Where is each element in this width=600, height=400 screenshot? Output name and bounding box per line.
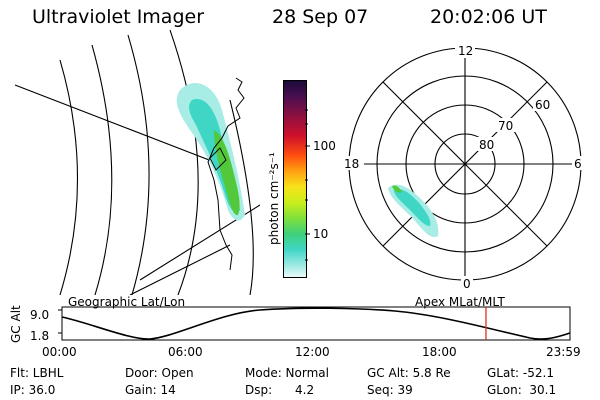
ip-readout: IP: 36.0: [10, 383, 56, 397]
instrument-title: Ultraviolet Imager: [32, 6, 205, 28]
polar-plot: 12 0 18 6 80 70 60: [342, 42, 586, 290]
time-label: 20:02:06 UT: [430, 6, 547, 28]
mlat-label-60: 60: [535, 98, 550, 112]
colorbar-unit: photon cm⁻²s⁻¹: [267, 152, 281, 245]
orbit-altitude-strip: 9.0 1.8 GC Alt 00:00 06:00 12:00 18:00 2…: [9, 305, 581, 359]
colorbar-tick-100: 100: [313, 139, 336, 153]
latitude-arc: [127, 34, 150, 295]
dsp-readout: Dsp: 4.2: [245, 383, 315, 397]
orbit-x-tick-1800: 18:00: [422, 345, 457, 359]
coastline: [207, 77, 245, 271]
longitude-line: [14, 84, 236, 171]
mlt-label-12: 12: [458, 44, 473, 58]
colorbar-unit-label: photon cm⁻²s⁻¹: [267, 152, 281, 245]
coastline: [209, 147, 227, 171]
door-readout: Door: Open: [125, 366, 194, 380]
gain-readout: Gain: 14: [125, 383, 176, 397]
polar-aurora: [388, 184, 439, 238]
glon-readout: GLon: 30.1: [487, 383, 557, 397]
orbit-axis-label: GC Alt: [9, 305, 23, 343]
orbit-x-tick-0600: 06:00: [168, 345, 203, 359]
gc-alt-readout: GC Alt: 5.8 Re: [367, 366, 451, 380]
colorbar-tick-10: 10: [313, 227, 328, 241]
glat-readout: GLat: -52.1: [487, 366, 554, 380]
orbit-x-tick-0000: 00:00: [42, 345, 77, 359]
apex-title: Apex MLat/MLT: [415, 295, 505, 309]
seq-readout: Seq: 39: [367, 383, 413, 397]
latitude-arc: [59, 59, 79, 295]
orbit-y-tick-low: 1.8: [30, 329, 49, 343]
mlat-label-70: 70: [498, 119, 513, 133]
colorbar-axis: 100 10: [305, 109, 336, 261]
orbit-x-tick-2359: 23:59: [546, 345, 581, 359]
latitude-arc: [91, 44, 113, 295]
orbit-x-tick-1200: 12:00: [295, 345, 330, 359]
colorbar: [283, 80, 307, 278]
latitude-arc: [229, 99, 254, 295]
altitude-curve: [61, 307, 571, 340]
geo-title: Geographic Lat/Lon: [68, 295, 186, 309]
aurora-emission: [176, 82, 245, 221]
mode-readout: Mode: Normal: [245, 366, 329, 380]
mlt-label-0: 0: [463, 277, 471, 290]
longitude-line: [129, 244, 231, 295]
latitude-arc: [169, 30, 199, 295]
mlat-label-80: 80: [479, 138, 494, 152]
filter-readout: Flt: LBHL: [10, 366, 64, 380]
mlt-label-6: 6: [574, 157, 582, 171]
orbit-y-tick-high: 9.0: [30, 308, 49, 322]
mlt-label-18: 18: [344, 157, 359, 171]
date-label: 28 Sep 07: [272, 6, 369, 28]
geographic-map: [14, 30, 260, 295]
